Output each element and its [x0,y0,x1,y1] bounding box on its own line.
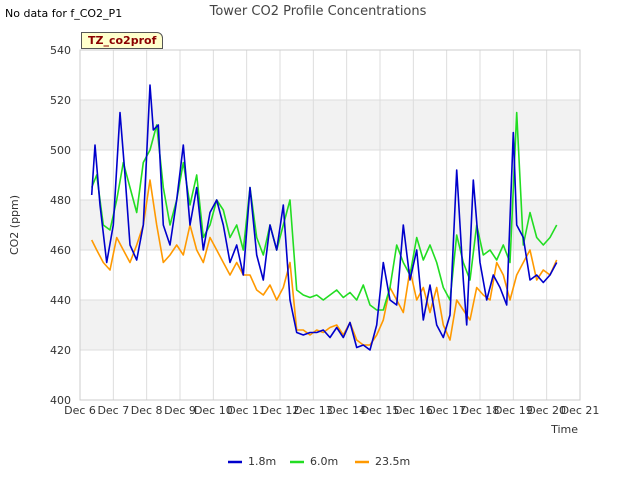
x-tick-label: Dec 13 [294,404,333,417]
series-line-6.0m [90,111,558,311]
y-tick-label: 500 [50,144,71,157]
y-axis-ticks: 400 420 440 460 480 500 520 540 [50,44,71,407]
legend: 1.8m 6.0m 23.5m [228,455,410,468]
x-axis-label: Time [550,423,578,436]
x-tick-label: Dec 17 [427,404,466,417]
x-tick-label: Dec 9 [164,404,196,417]
chart-title: Tower CO2 Profile Concentrations [209,4,427,19]
y-axis-label: CO2 (ppm) [8,195,21,255]
legend-label-1.8m: 1.8m [248,455,276,468]
series-lines [90,84,558,351]
plot-background-bands [80,100,580,350]
x-tick-label: Dec 15 [361,404,400,417]
x-tick-label: Dec 11 [227,404,266,417]
plot-border [79,49,581,401]
y-tick-label: 400 [50,394,71,407]
x-tick-label: Dec 21 [561,404,600,417]
y-tick-label: 480 [50,194,71,207]
band-460 [80,200,580,250]
x-tick-label: Dec 8 [131,404,163,417]
site-tag: TZ_co2prof [81,32,164,49]
series-line-23.5m [90,179,558,346]
x-tick-label: Dec 6 [64,404,96,417]
y-tick-label: 420 [50,344,71,357]
series-line-1.8m [90,84,558,351]
legend-label-6.0m: 6.0m [310,455,338,468]
x-tick-label: Dec 19 [494,404,533,417]
x-tick-label: Dec 12 [261,404,300,417]
band-500 [80,100,580,150]
x-tick-label: Dec 18 [461,404,500,417]
y-tick-label: 440 [50,294,71,307]
legend-label-23.5m: 23.5m [375,455,410,468]
no-data-note: No data for f_CO2_P1 [5,7,123,20]
x-tick-label: Dec 10 [194,404,233,417]
y-tick-label: 460 [50,244,71,257]
x-tick-label: Dec 14 [327,404,366,417]
x-tick-label: Dec 20 [527,404,566,417]
x-tick-label: Dec 7 [97,404,129,417]
x-tick-label: Dec 16 [394,404,433,417]
band-420 [80,300,580,350]
y-tick-label: 520 [50,94,71,107]
y-tick-label: 540 [50,44,71,57]
